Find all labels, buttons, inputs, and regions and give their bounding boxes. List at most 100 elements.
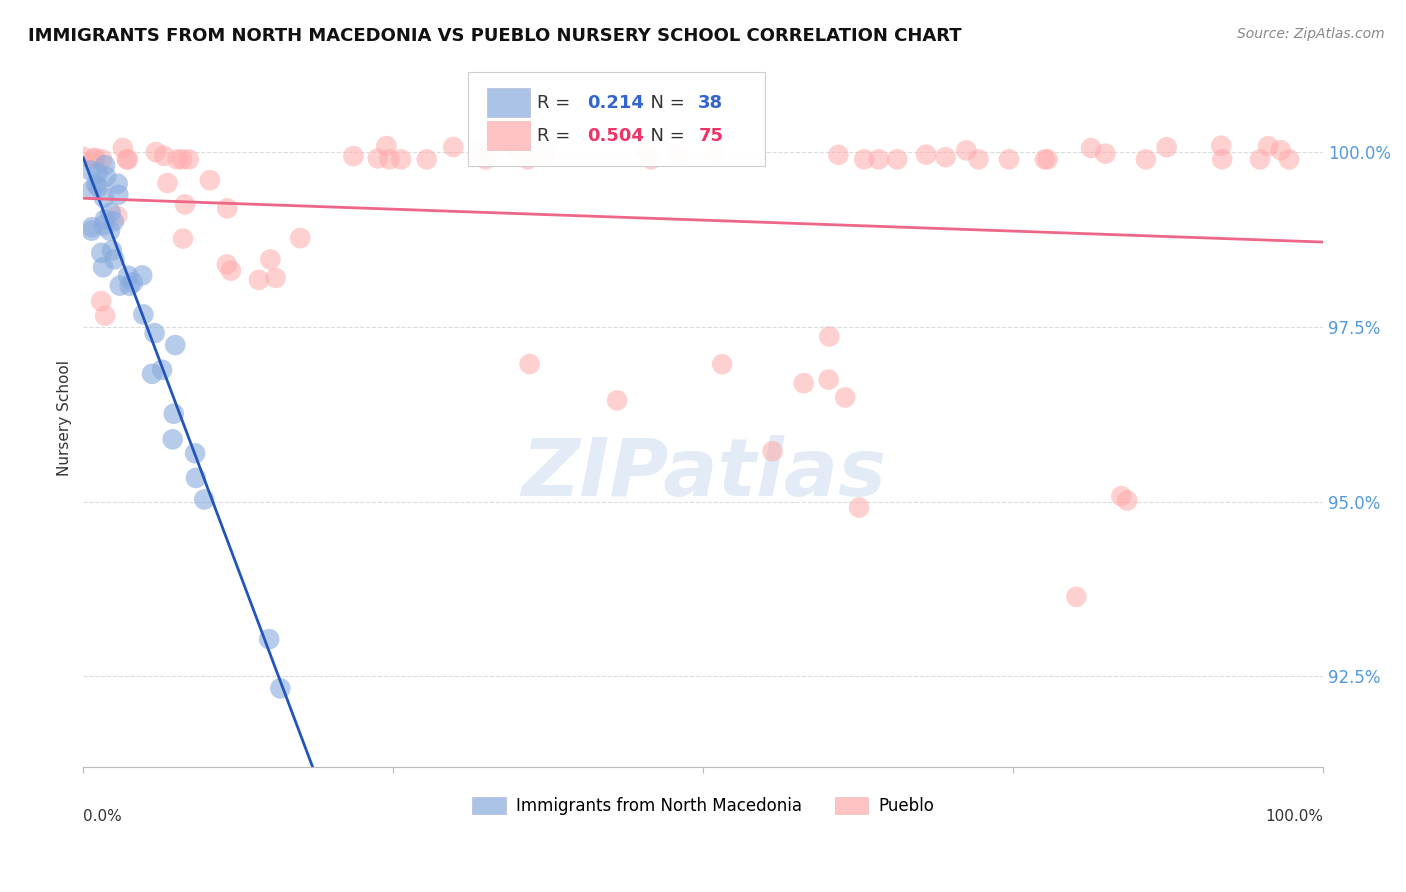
Point [143, 326, 166, 340]
Point [122, 276, 145, 290]
Point [848, 500, 870, 515]
Point [87, 166, 110, 180]
Point [1249, 153, 1271, 167]
Text: 0.214: 0.214 [586, 94, 644, 112]
Point [184, 446, 207, 460]
Point [516, 153, 538, 167]
Point [150, 363, 173, 377]
Point [118, 278, 141, 293]
Point [474, 153, 496, 167]
Point [817, 373, 839, 387]
Point [156, 176, 179, 190]
Point [606, 393, 628, 408]
Y-axis label: Nursery School: Nursery School [58, 359, 72, 476]
Point [666, 147, 689, 161]
Point [107, 177, 129, 191]
Point [96, 169, 118, 184]
Point [177, 153, 200, 167]
Point [868, 153, 890, 167]
Point [468, 145, 491, 159]
Point [1066, 590, 1088, 604]
Point [80, 183, 103, 197]
Text: N =: N = [638, 128, 690, 145]
Point [342, 149, 364, 163]
Point [441, 140, 464, 154]
Point [955, 144, 977, 158]
Point [174, 197, 197, 211]
Point [184, 471, 207, 485]
Point [198, 173, 221, 187]
Point [193, 492, 215, 507]
Text: Source: ZipAtlas.com: Source: ZipAtlas.com [1237, 27, 1385, 41]
Text: 0.504: 0.504 [586, 128, 644, 145]
Point [90, 245, 112, 260]
Text: N =: N = [638, 94, 690, 112]
Point [915, 147, 938, 161]
Point [519, 357, 541, 371]
Text: R =: R = [537, 94, 576, 112]
Point [103, 214, 125, 228]
Point [117, 153, 139, 167]
Point [1257, 139, 1279, 153]
Point [1094, 146, 1116, 161]
Point [375, 139, 398, 153]
Point [1211, 152, 1233, 166]
Point [94, 212, 117, 227]
Point [503, 142, 526, 156]
Point [290, 231, 312, 245]
Point [93, 219, 115, 233]
Point [1135, 153, 1157, 167]
Point [84, 151, 107, 165]
Point [259, 252, 281, 267]
Point [72, 150, 94, 164]
Point [111, 141, 134, 155]
Point [166, 153, 188, 167]
Point [101, 244, 124, 258]
Point [115, 153, 138, 167]
Point [640, 153, 662, 167]
Point [108, 278, 131, 293]
Text: IMMIGRANTS FROM NORTH MACEDONIA VS PUEBLO NURSERY SCHOOL CORRELATION CHART: IMMIGRANTS FROM NORTH MACEDONIA VS PUEBL… [28, 27, 962, 45]
Point [219, 263, 242, 277]
Point [257, 632, 280, 647]
Point [1270, 143, 1292, 157]
Point [145, 145, 167, 160]
Point [853, 153, 876, 167]
Point [367, 152, 389, 166]
Point [91, 260, 114, 275]
Point [761, 444, 783, 458]
Point [416, 153, 439, 167]
Point [105, 209, 128, 223]
Point [217, 202, 239, 216]
Point [215, 258, 238, 272]
Point [165, 338, 187, 352]
Text: ZIPatlas: ZIPatlas [520, 434, 886, 513]
Point [172, 153, 194, 167]
Legend: Immigrants from North Macedonia, Pueblo: Immigrants from North Macedonia, Pueblo [465, 790, 941, 822]
Point [107, 187, 129, 202]
Point [80, 220, 103, 235]
Point [79, 163, 101, 178]
Point [1080, 141, 1102, 155]
Point [91, 153, 114, 167]
Point [967, 153, 990, 167]
Point [389, 153, 412, 167]
Point [378, 153, 401, 167]
Point [117, 268, 139, 283]
Point [935, 150, 957, 164]
Point [93, 191, 115, 205]
Point [711, 357, 734, 371]
Point [1036, 153, 1059, 167]
Point [172, 231, 194, 245]
Text: 100.0%: 100.0% [1265, 809, 1323, 824]
Point [131, 268, 153, 283]
Point [886, 153, 908, 167]
Point [269, 681, 291, 696]
Point [132, 308, 155, 322]
Point [1156, 140, 1178, 154]
Point [793, 376, 815, 391]
Point [94, 309, 117, 323]
FancyBboxPatch shape [488, 88, 530, 118]
Text: 75: 75 [699, 128, 723, 145]
Point [80, 224, 103, 238]
